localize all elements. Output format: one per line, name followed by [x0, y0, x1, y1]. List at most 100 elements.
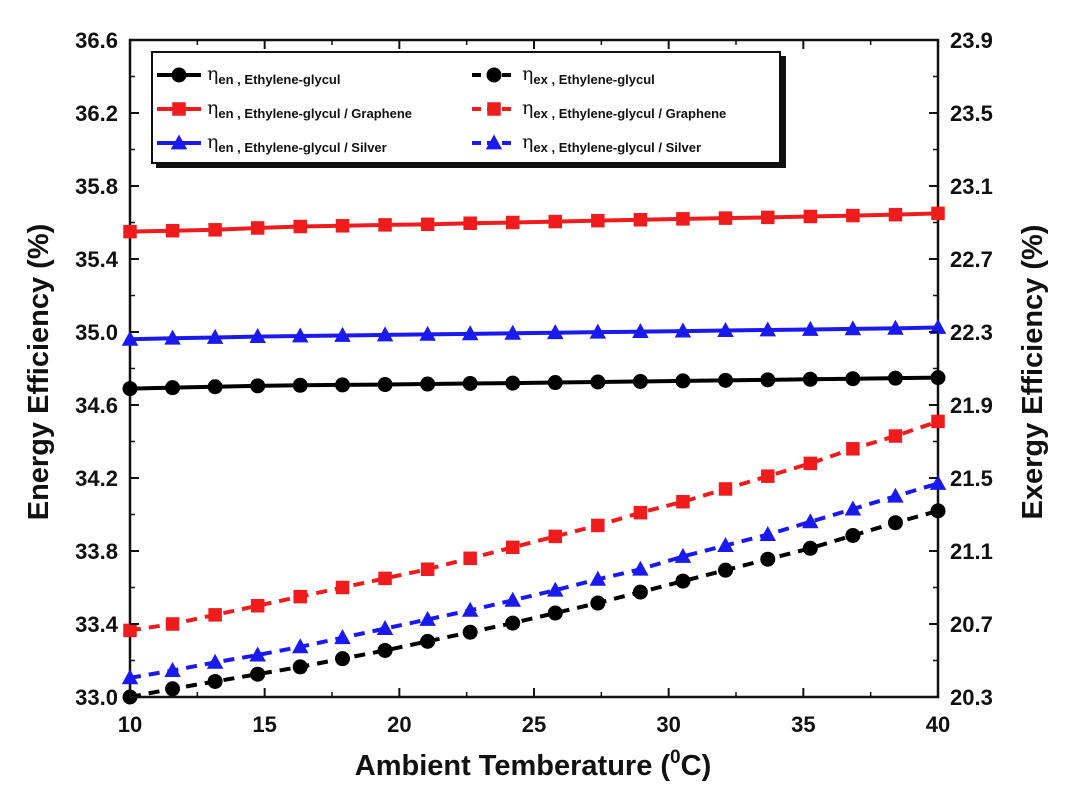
x-tick-label: 20	[387, 712, 411, 737]
data-point	[802, 540, 818, 556]
legend-label: ηen , Ethylene-glycul / Graphene	[207, 97, 412, 121]
legend-entry: ηen , Ethylene-glycul	[157, 63, 340, 87]
data-point	[250, 666, 266, 682]
data-point	[548, 529, 563, 544]
legend-label: ηex , Ethylene-glycul	[522, 63, 655, 87]
data-point	[547, 375, 563, 391]
data-point	[249, 328, 266, 343]
data-point	[759, 526, 777, 541]
data-point	[206, 328, 224, 344]
data-point	[760, 551, 776, 567]
legend-marker	[485, 134, 503, 150]
data-point	[717, 536, 734, 552]
data-point	[165, 617, 180, 631]
data-point	[718, 482, 733, 496]
data-point	[165, 380, 181, 396]
data-point	[335, 651, 351, 667]
data-point	[208, 608, 222, 622]
data-point	[718, 211, 733, 225]
x-tick-label: 10	[118, 712, 142, 737]
legend-marker	[487, 102, 501, 116]
data-point	[844, 320, 862, 336]
series-energy-ethylene-glycul	[122, 370, 946, 397]
data-point	[802, 513, 819, 529]
data-point	[931, 206, 945, 221]
data-point	[846, 442, 860, 456]
data-point	[292, 659, 308, 675]
y2-axis-title: Exergy Efficiency (%)	[1017, 225, 1049, 520]
legend-label: ηen , Ethylene-glycul	[207, 63, 340, 87]
data-point	[250, 378, 266, 394]
data-point	[803, 456, 818, 471]
data-point	[249, 646, 266, 662]
y2-tick-label: 21.1	[950, 539, 993, 564]
data-point	[123, 623, 137, 638]
series-line	[129, 481, 939, 680]
series-line	[129, 211, 939, 234]
series-exergy-ethylene-glycul	[122, 503, 946, 705]
legend-subscript: en	[218, 140, 233, 155]
y-tick-label: 36.6	[75, 28, 118, 53]
data-point	[590, 595, 606, 611]
data-point	[674, 322, 692, 338]
series-energy-ethylene-glycul-graphene	[123, 206, 945, 239]
x-tick-label: 15	[252, 712, 276, 737]
data-point	[420, 633, 436, 649]
legend-marker	[486, 67, 502, 83]
data-point	[378, 218, 392, 232]
data-point	[589, 570, 607, 586]
data-point	[292, 377, 308, 393]
data-point	[632, 373, 648, 389]
data-point	[590, 374, 606, 390]
data-point	[463, 551, 477, 566]
legend-label: ηen , Ethylene-glycul / Silver	[207, 131, 387, 155]
data-point	[250, 221, 265, 235]
data-point	[505, 540, 520, 555]
y-axis-title: Energy Efficiency (%)	[23, 224, 55, 521]
legend-label: ηex , Ethylene-glycul / Graphene	[522, 97, 726, 121]
y2-tick-label: 20.7	[950, 612, 993, 637]
legend-symbol: η	[522, 63, 533, 85]
data-point	[121, 330, 139, 346]
data-point	[334, 326, 351, 342]
y-tick-label: 34.2	[75, 466, 118, 491]
data-point	[505, 215, 520, 230]
legend-symbol: η	[207, 97, 218, 119]
data-point	[335, 580, 350, 595]
data-point	[802, 320, 819, 336]
data-point	[547, 324, 564, 340]
data-point	[419, 610, 436, 626]
data-point	[376, 326, 394, 342]
data-point	[632, 560, 649, 576]
data-point	[420, 376, 436, 392]
data-point	[844, 500, 862, 516]
data-point	[845, 371, 861, 387]
data-point	[335, 219, 350, 233]
data-point	[887, 515, 903, 531]
legend-subscript: ex	[533, 106, 548, 121]
y2-tick-label: 22.7	[950, 247, 993, 272]
y-tick-label: 35.4	[75, 247, 119, 272]
data-point	[845, 527, 861, 543]
data-point	[165, 223, 180, 238]
series-energy-ethylene-glycul-silver	[121, 318, 947, 346]
data-point	[504, 324, 521, 340]
data-point	[377, 642, 393, 658]
legend-text: , Ethylene-glycul / Silver	[548, 140, 701, 155]
data-point	[164, 661, 181, 677]
x-tick-label: 40	[926, 712, 950, 737]
data-point	[674, 547, 692, 563]
data-point	[207, 673, 223, 689]
data-point	[378, 571, 392, 586]
data-point	[930, 503, 946, 519]
data-point	[505, 615, 521, 631]
data-point	[803, 209, 818, 224]
data-point	[676, 494, 690, 509]
data-point	[802, 371, 818, 387]
data-point	[462, 375, 478, 391]
y2-tick-label: 21.5	[950, 466, 993, 491]
data-point	[717, 372, 733, 388]
data-point	[717, 321, 734, 337]
legend-entry: ηen , Ethylene-glycul / Graphene	[157, 97, 412, 121]
